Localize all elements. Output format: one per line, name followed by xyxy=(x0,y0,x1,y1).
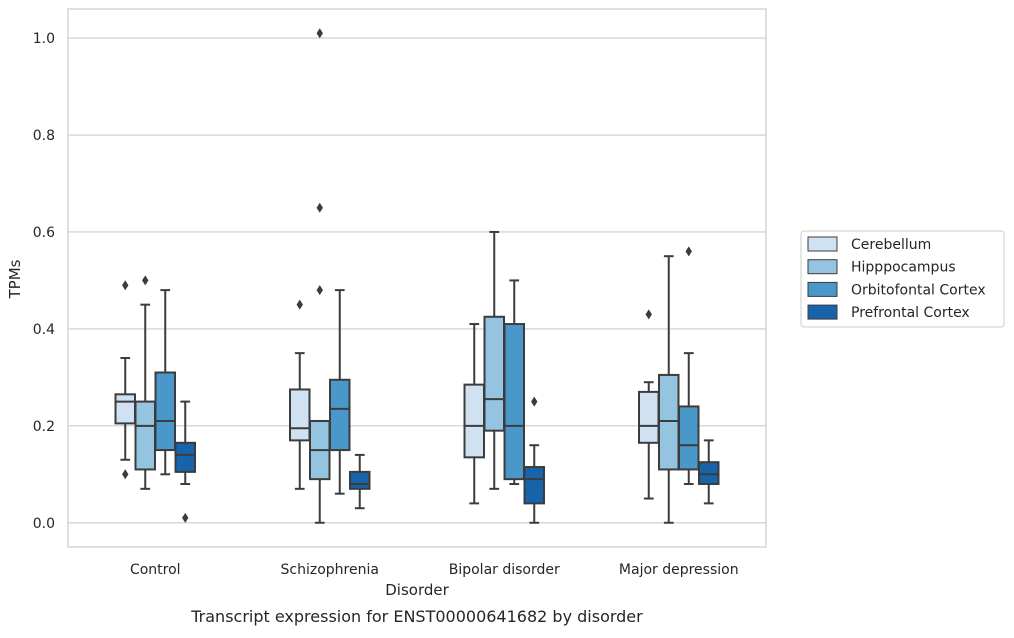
box-3-3 xyxy=(698,439,720,505)
box-iqr xyxy=(114,393,136,425)
y-tick-label: 0.0 xyxy=(33,516,55,532)
legend-label: Prefrontal Cortex xyxy=(851,305,970,321)
box-iqr xyxy=(678,405,700,471)
box-1-2 xyxy=(329,289,351,495)
outlier-point xyxy=(122,280,129,291)
box-1-1 xyxy=(309,28,331,524)
x-tick-label: Major depression xyxy=(619,562,739,578)
legend-swatch xyxy=(807,304,838,320)
box-2-3 xyxy=(523,396,545,524)
boxes xyxy=(114,28,720,524)
x-ticks: Control Schizophrenia Bipolar disorder Majo… xyxy=(130,562,739,578)
x-axis-label: Disorder xyxy=(385,581,449,599)
outlier-point xyxy=(296,299,303,310)
outlier-point xyxy=(531,396,538,407)
outlier-point xyxy=(122,469,129,480)
box-iqr xyxy=(638,390,660,444)
box-iqr xyxy=(523,466,545,505)
x-tick-label: Bipolar disorder xyxy=(449,562,560,578)
legend-swatch xyxy=(807,259,838,275)
box-iqr xyxy=(503,323,525,481)
y-tick-label: 0.8 xyxy=(33,128,55,144)
x-tick-label: Schizophrenia xyxy=(281,562,379,578)
legend-swatch xyxy=(807,281,838,297)
box-0-0 xyxy=(114,280,136,480)
box-iqr xyxy=(349,470,371,490)
legend-swatch xyxy=(807,236,838,252)
box-iqr xyxy=(483,315,505,432)
box-iqr xyxy=(174,441,196,473)
chart-caption: Transcript expression for ENST0000064168… xyxy=(190,607,643,626)
legend-frame xyxy=(800,230,1005,328)
box-0-3 xyxy=(174,400,196,523)
y-tick-label: 0.2 xyxy=(33,419,55,435)
outlier-point xyxy=(182,512,189,523)
box-1-3 xyxy=(349,453,371,510)
box-3-1 xyxy=(658,255,680,524)
legend-label: Cerebellum xyxy=(851,237,931,253)
legend: Cerebellum Hipppocampus Orbitofontal Corte… xyxy=(800,230,1005,328)
box-iqr xyxy=(658,373,680,471)
legend-label: Orbitofontal Cortex xyxy=(851,282,986,298)
box-iqr xyxy=(154,371,176,452)
y-tick-label: 0.6 xyxy=(33,225,55,241)
box-iqr xyxy=(134,400,156,471)
box-iqr xyxy=(289,388,311,442)
box-iqr xyxy=(463,383,485,459)
y-tick-label: 1.0 xyxy=(33,31,55,47)
x-tick-label: Control xyxy=(130,562,181,578)
box-iqr xyxy=(698,461,720,485)
outlier-point xyxy=(685,246,692,257)
box-0-1 xyxy=(134,275,156,490)
outlier-point xyxy=(645,309,652,320)
outlier-point xyxy=(316,285,323,296)
box-iqr xyxy=(329,378,351,452)
y-tick-label: 0.4 xyxy=(33,322,55,338)
box-0-2 xyxy=(154,289,176,476)
legend-items: Cerebellum Hipppocampus Orbitofontal Corte… xyxy=(807,236,986,321)
box-2-0 xyxy=(463,323,485,505)
legend-label: Hipppocampus xyxy=(851,260,956,276)
outlier-point xyxy=(316,202,323,213)
outlier-point xyxy=(316,28,323,39)
outlier-point xyxy=(142,275,149,286)
box-2-2 xyxy=(503,279,525,485)
box-3-0 xyxy=(638,309,660,500)
box-1-0 xyxy=(289,299,311,490)
plot-frame xyxy=(67,8,767,548)
y-ticks: 0.0 0.2 0.4 0.6 0.8 1.0 xyxy=(33,31,55,532)
box-3-2 xyxy=(678,246,700,485)
box-2-1 xyxy=(483,230,505,490)
y-axis-label: TPMs xyxy=(6,259,24,299)
